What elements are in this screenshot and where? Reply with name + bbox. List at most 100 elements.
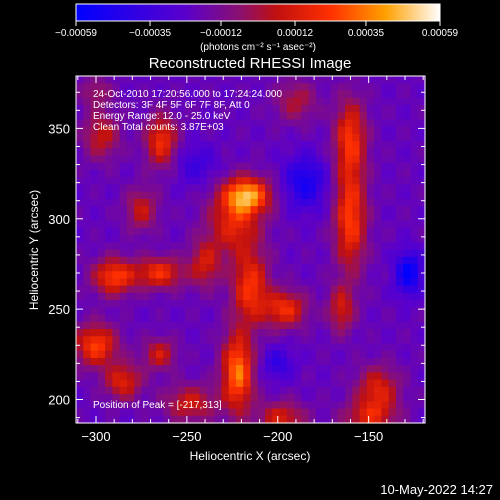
heatmap-cell <box>177 365 186 373</box>
heatmap-cell <box>410 213 419 222</box>
heatmap-cell <box>141 263 150 272</box>
heatmap-cell <box>257 112 266 120</box>
heatmap-cell <box>337 90 346 99</box>
heatmap-cell <box>134 162 143 171</box>
heatmap-cell <box>119 97 128 106</box>
heatmap-cell <box>250 83 259 92</box>
heatmap-cell <box>352 227 361 236</box>
heatmap-cell <box>315 141 324 149</box>
heatmap-cell <box>192 365 201 373</box>
heatmap-cell <box>192 379 201 388</box>
heatmap-cell <box>388 271 397 280</box>
heatmap-cell <box>148 242 157 251</box>
heatmap-cell <box>345 155 353 164</box>
heatmap-cell <box>141 235 150 243</box>
heatmap-cell <box>185 177 193 186</box>
heatmap-image <box>76 76 426 424</box>
heatmap-cell <box>199 177 208 186</box>
heatmap-cell <box>177 177 186 186</box>
heatmap-cell <box>155 314 164 323</box>
heatmap-cell <box>395 292 404 301</box>
heatmap-cell <box>417 292 426 301</box>
heatmap-cell <box>119 314 128 323</box>
heatmap-cell <box>374 365 382 373</box>
heatmap-cell <box>265 278 273 287</box>
heatmap-cell <box>126 285 135 294</box>
heatmap-cell <box>330 329 339 337</box>
heatmap-cell <box>206 169 215 178</box>
heatmap-cell <box>97 271 106 280</box>
heatmap-cell <box>395 256 404 265</box>
heatmap-cell <box>417 235 426 243</box>
heatmap-cell <box>192 119 201 128</box>
heatmap-cell <box>272 184 281 193</box>
heatmap-cell <box>221 191 230 200</box>
y-tick-label: 350 <box>48 121 70 136</box>
heatmap-cell <box>141 191 150 200</box>
peak-position-label: Position of Peak = [-217,313] <box>93 400 222 411</box>
heatmap-cell <box>315 177 324 186</box>
heatmap-cell <box>192 242 201 251</box>
heatmap-cell <box>119 76 128 84</box>
heatmap-cell <box>352 401 361 410</box>
heatmap-cell <box>315 379 324 388</box>
heatmap-cell <box>83 271 92 280</box>
heatmap-cell <box>112 314 121 323</box>
heatmap-cell <box>286 256 295 265</box>
heatmap-cell <box>126 169 135 178</box>
heatmap-cell <box>410 112 419 120</box>
heatmap-cell <box>228 365 237 373</box>
heatmap-cell <box>76 394 84 402</box>
heatmap-cell <box>403 379 412 388</box>
heatmap-cell <box>345 97 353 106</box>
heatmap-cell <box>228 227 237 236</box>
heatmap-cell <box>403 162 412 171</box>
heatmap-cell <box>265 227 273 236</box>
heatmap-cell <box>112 133 121 142</box>
heatmap-cell <box>265 169 273 178</box>
heatmap-cell <box>141 104 150 113</box>
heatmap-cell <box>170 365 179 373</box>
heatmap-cell <box>141 76 150 84</box>
heatmap-cell <box>170 90 179 99</box>
heatmap-cell <box>141 357 150 366</box>
heatmap-cell <box>265 162 273 171</box>
heatmap-cell <box>410 198 419 207</box>
heatmap-cell <box>134 177 143 186</box>
heatmap-cell <box>134 263 143 272</box>
heatmap-cell <box>395 401 404 410</box>
heatmap-cell <box>90 133 99 142</box>
heatmap-cell <box>170 401 179 410</box>
heatmap-cell <box>192 415 201 424</box>
heatmap-cell <box>410 220 419 229</box>
heatmap-cell <box>206 242 215 251</box>
heatmap-cell <box>214 76 223 84</box>
heatmap-cell <box>330 126 339 135</box>
heatmap-cell <box>279 329 288 337</box>
heatmap-cell <box>105 133 113 142</box>
heatmap-cell <box>345 415 353 424</box>
heatmap-cell <box>257 271 266 280</box>
heatmap-cell <box>235 191 244 200</box>
heatmap-cell <box>374 307 382 316</box>
heatmap-cell <box>330 249 339 258</box>
heatmap-cell <box>315 321 324 330</box>
heatmap-cell <box>381 198 390 207</box>
heatmap-cell <box>417 372 426 381</box>
heatmap-cell <box>315 408 324 417</box>
heatmap-cell <box>381 206 390 214</box>
heatmap-cell <box>323 220 332 229</box>
heatmap-cell <box>417 141 426 149</box>
heatmap-cell <box>294 285 302 294</box>
heatmap-cell <box>403 198 412 207</box>
heatmap-cell <box>374 133 382 142</box>
heatmap-cell <box>395 112 404 120</box>
annotation-total-counts: Clean Total counts: 3.87E+03 <box>93 122 224 133</box>
heatmap-cell <box>272 394 281 402</box>
heatmap-cell <box>374 148 382 157</box>
heatmap-cell <box>83 198 92 207</box>
heatmap-cell <box>235 343 244 352</box>
heatmap-cell <box>221 169 230 178</box>
heatmap-cell <box>163 278 172 287</box>
heatmap-cell <box>243 285 252 294</box>
